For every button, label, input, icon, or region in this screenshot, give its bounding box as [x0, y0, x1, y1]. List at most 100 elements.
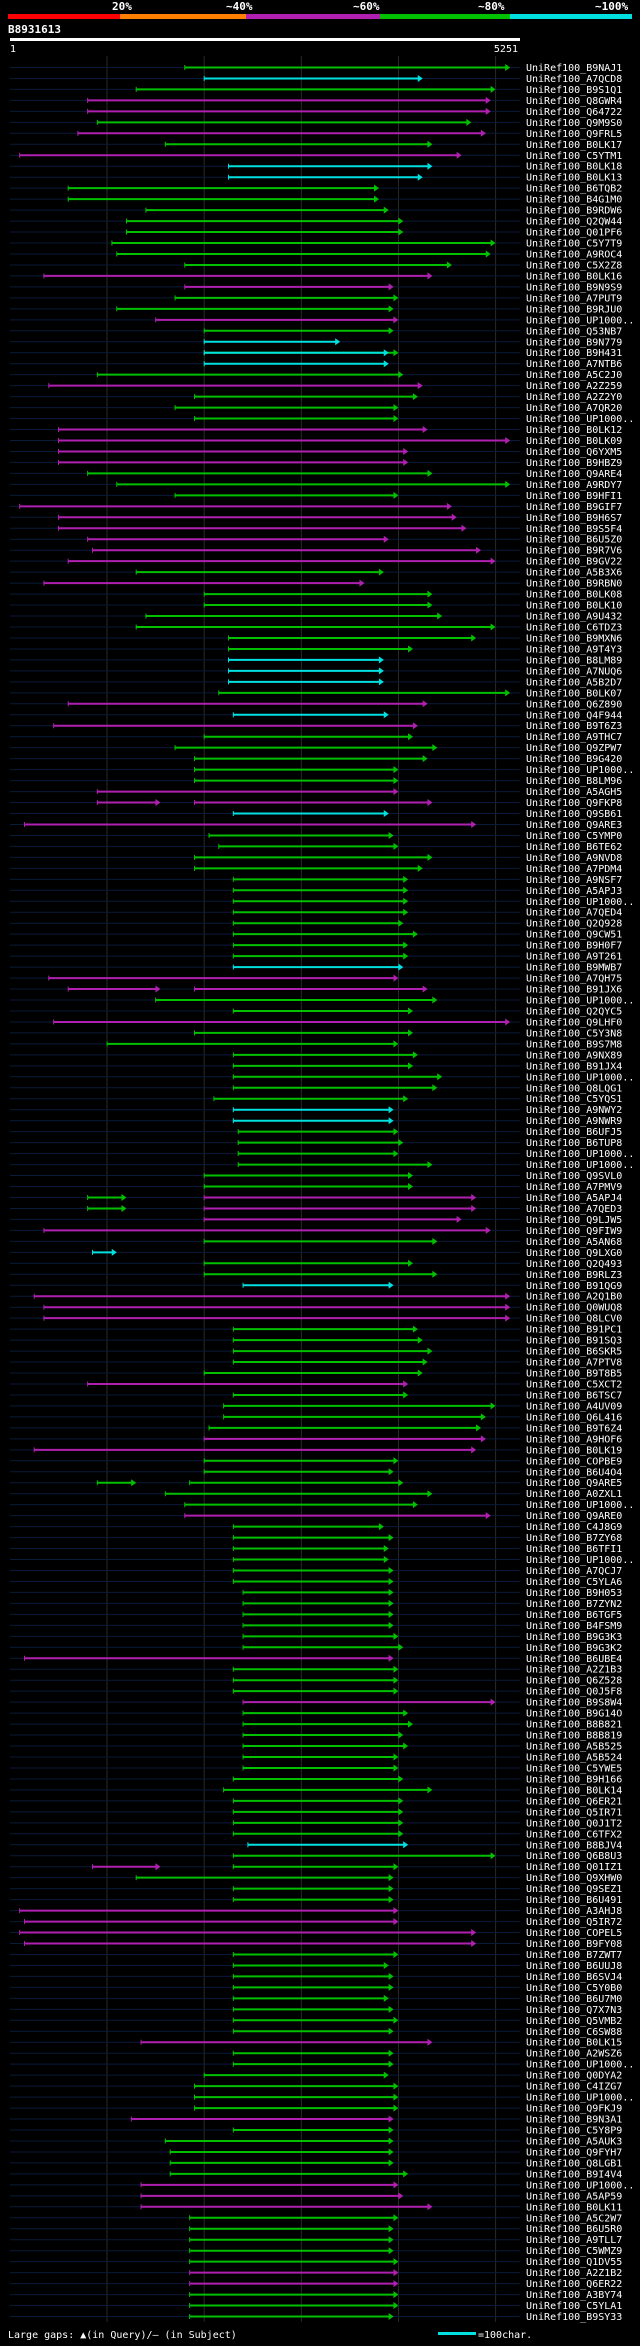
hit-label[interactable]: UniRef100_A3AHJ8 [526, 1906, 622, 1917]
hit-label[interactable]: UniRef100_Q01PF6 [526, 228, 622, 239]
hit-label[interactable]: UniRef100_A9NWR9 [526, 1116, 622, 1127]
hit-label[interactable]: UniRef100_B9T6Z4 [526, 1423, 622, 1434]
hit-label[interactable]: UniRef100_B91JX6 [526, 985, 622, 996]
hit-label[interactable]: UniRef100_Q9FYH7 [526, 2147, 622, 2158]
hit-label[interactable]: UniRef100_B9G3K2 [526, 1643, 622, 1654]
hit-label[interactable]: UniRef100_Q2QYC5 [526, 1006, 622, 1017]
hit-label[interactable]: UniRef100_B4FSM9 [526, 1621, 622, 1632]
hit-label[interactable]: UniRef100_B91JX4 [526, 1061, 622, 1072]
hit-label[interactable]: UniRef100_Q64722 [526, 107, 622, 118]
hit-label[interactable]: UniRef100_B9H166 [526, 1774, 622, 1785]
hit-label[interactable]: UniRef100_UP1000.. [526, 897, 634, 908]
hit-label[interactable]: UniRef100_A7NTB6 [526, 359, 622, 370]
hit-label[interactable]: UniRef100_C5YQS1 [526, 1094, 622, 1105]
hit-label[interactable]: UniRef100_Q9M9S0 [526, 118, 622, 129]
hit-label[interactable]: UniRef100_B6TFI1 [526, 1544, 622, 1555]
hit-label[interactable]: UniRef100_C5Y0B0 [526, 1983, 622, 1994]
hit-label[interactable]: UniRef100_Q2Q493 [526, 1259, 622, 1270]
hit-label[interactable]: UniRef100_B9T8B5 [526, 1369, 622, 1380]
hit-label[interactable]: UniRef100_B9N3A1 [526, 2115, 622, 2126]
hit-label[interactable]: UniRef100_C6SW88 [526, 2027, 622, 2038]
hit-label[interactable]: UniRef100_UP1000.. [526, 315, 634, 326]
hit-label[interactable]: UniRef100_Q9LXG0 [526, 1248, 622, 1259]
hit-label[interactable]: UniRef100_B6UFJ5 [526, 1127, 622, 1138]
hit-label[interactable]: UniRef100_C5XCT2 [526, 1379, 622, 1390]
hit-label[interactable]: UniRef100_B6TQB2 [526, 184, 622, 195]
hit-label[interactable]: UniRef100_A9THC7 [526, 732, 622, 743]
hit-label[interactable]: UniRef100_A2Z1B3 [526, 1665, 622, 1676]
hit-label[interactable]: UniRef100_B0LK08 [526, 590, 622, 601]
hit-label[interactable]: UniRef100_A7QCJ7 [526, 1566, 622, 1577]
hit-label[interactable]: UniRef100_Q2QW44 [526, 217, 622, 228]
hit-label[interactable]: UniRef100_A5AGH5 [526, 787, 622, 798]
hit-label[interactable]: UniRef100_A4UV09 [526, 1401, 622, 1412]
hit-label[interactable]: UniRef100_B6SVJ4 [526, 1972, 622, 1983]
hit-label[interactable]: UniRef100_Q0J5F8 [526, 1687, 622, 1698]
hit-label[interactable]: UniRef100_B8B819 [526, 1731, 622, 1742]
hit-label[interactable]: UniRef100_B0LK10 [526, 601, 622, 612]
hit-label[interactable]: UniRef100_B9GV22 [526, 557, 622, 568]
hit-label[interactable]: UniRef100_B9T6Z3 [526, 721, 622, 732]
hit-label[interactable]: UniRef100_Q0J1T2 [526, 1818, 622, 1829]
hit-label[interactable]: UniRef100_Q5IR72 [526, 1917, 622, 1928]
hit-label[interactable]: UniRef100_B0LK12 [526, 425, 622, 436]
hit-label[interactable]: UniRef100_UP1000.. [526, 996, 634, 1007]
hit-label[interactable]: UniRef100_B9G420 [526, 754, 622, 765]
hit-label[interactable]: UniRef100_Q6ER22 [526, 2279, 622, 2290]
hit-label[interactable]: UniRef100_B9R7V6 [526, 546, 622, 557]
hit-label[interactable]: UniRef100_Q4F944 [526, 710, 622, 721]
hit-label[interactable]: UniRef100_A2Z2Y0 [526, 392, 622, 403]
hit-label[interactable]: UniRef100_Q9FRL5 [526, 129, 622, 140]
hit-label[interactable]: UniRef100_A7PMV9 [526, 1182, 622, 1193]
hit-label[interactable]: UniRef100_B7ZWT7 [526, 1950, 622, 1961]
hit-label[interactable]: UniRef100_A5AP59 [526, 2191, 622, 2202]
hit-label[interactable]: UniRef100_B9S5F4 [526, 524, 622, 535]
hit-label[interactable]: UniRef100_Q5VMB2 [526, 2016, 622, 2027]
hit-label[interactable]: UniRef100_Q8LGB1 [526, 2158, 622, 2169]
hit-label[interactable]: UniRef100_COPBE9 [526, 1456, 622, 1467]
hit-label[interactable]: UniRef100_B9RJU0 [526, 304, 622, 315]
hit-label[interactable]: UniRef100_Q9ARE3 [526, 820, 622, 831]
hit-label[interactable]: UniRef100_UP1000.. [526, 765, 634, 776]
hit-label[interactable]: UniRef100_Q1DV55 [526, 2257, 622, 2268]
hit-label[interactable]: UniRef100_B9G3K3 [526, 1632, 622, 1643]
hit-label[interactable]: UniRef100_C5YLA6 [526, 1577, 622, 1588]
hit-label[interactable]: UniRef100_UP1000.. [526, 1149, 634, 1160]
hit-label[interactable]: UniRef100_Q6L416 [526, 1412, 622, 1423]
hit-label[interactable]: UniRef100_B0LK13 [526, 173, 622, 184]
hit-label[interactable]: UniRef100_UP1000.. [526, 1500, 634, 1511]
hit-label[interactable]: UniRef100_A7PUT9 [526, 293, 622, 304]
hit-label[interactable]: UniRef100_B0LK18 [526, 162, 622, 173]
hit-label[interactable]: UniRef100_B6TE62 [526, 842, 622, 853]
hit-label[interactable]: UniRef100_UP1000.. [526, 414, 634, 425]
hit-label[interactable]: UniRef100_A9T261 [526, 952, 622, 963]
hit-label[interactable]: UniRef100_B9S8W4 [526, 1698, 622, 1709]
hit-label[interactable]: UniRef100_C5WMZ9 [526, 2246, 622, 2257]
hit-label[interactable]: UniRef100_C5YTM1 [526, 151, 622, 162]
hit-label[interactable]: UniRef100_C5YLA1 [526, 2301, 622, 2312]
hit-label[interactable]: UniRef100_Q01IZ1 [526, 1862, 622, 1873]
hit-label[interactable]: UniRef100_UP1000.. [526, 2093, 634, 2104]
hit-label[interactable]: UniRef100_B6TUP8 [526, 1138, 622, 1149]
hit-label[interactable]: UniRef100_Q9FKP8 [526, 798, 622, 809]
hit-label[interactable]: UniRef100_Q9FIW9 [526, 1226, 622, 1237]
hit-label[interactable]: UniRef100_B9H6S7 [526, 513, 622, 524]
hit-label[interactable]: UniRef100_B9HBZ9 [526, 458, 622, 469]
hit-label[interactable]: UniRef100_B9G14O [526, 1709, 622, 1720]
hit-label[interactable]: UniRef100_B0LK15 [526, 2038, 622, 2049]
hit-label[interactable]: UniRef100_B7ZYN2 [526, 1599, 622, 1610]
hit-label[interactable]: UniRef100_Q9ARE0 [526, 1511, 622, 1522]
hit-label[interactable]: UniRef100_B6U4O4 [526, 1467, 622, 1478]
hit-label[interactable]: UniRef100_B0LK16 [526, 271, 622, 282]
hit-label[interactable]: UniRef100_Q0WUQ8 [526, 1303, 622, 1314]
hit-label[interactable]: UniRef100_A7QED3 [526, 1204, 622, 1215]
hit-label[interactable]: UniRef100_B0LK09 [526, 436, 622, 447]
hit-label[interactable]: UniRef100_B9N9S9 [526, 282, 622, 293]
hit-label[interactable]: UniRef100_Q6Z890 [526, 699, 622, 710]
hit-label[interactable]: UniRef100_COPEL5 [526, 1928, 622, 1939]
hit-label[interactable]: UniRef100_B91QG9 [526, 1281, 622, 1292]
hit-label[interactable]: UniRef100_B6UUJ8 [526, 1961, 622, 1972]
hit-label[interactable]: UniRef100_A9U432 [526, 612, 622, 623]
hit-label[interactable]: UniRef100_Q5IR71 [526, 1807, 622, 1818]
hit-label[interactable]: UniRef100_Q8GWR4 [526, 96, 622, 107]
